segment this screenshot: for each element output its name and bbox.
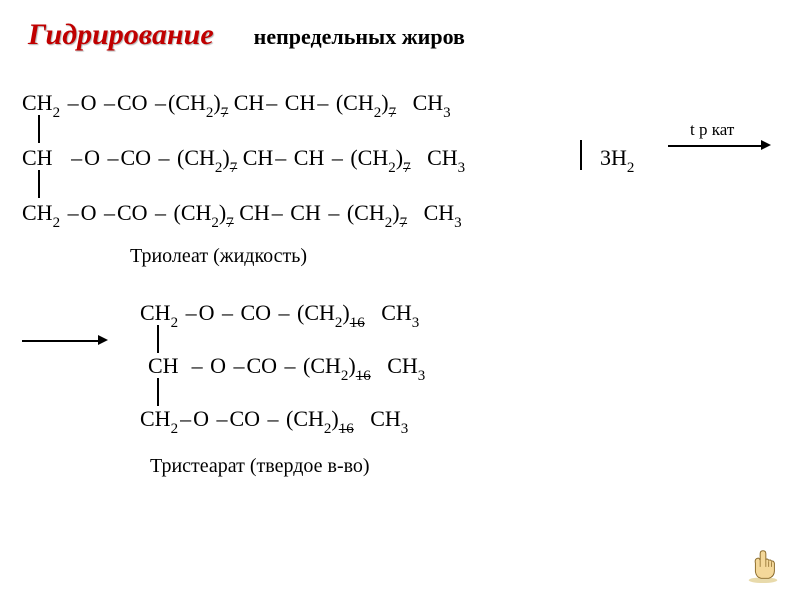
reactant-line-2: CH –O –CO – (CH2)7 CH– CH – (CH2)7 CH3 xyxy=(22,145,465,175)
bond-vertical xyxy=(157,325,159,353)
reaction-arrow xyxy=(668,145,763,147)
hydrogen-reagent: 3H2 xyxy=(600,145,634,175)
product-line-2: CH – O –CO – (CH2)16 CH3 xyxy=(148,353,425,383)
arrow-head-icon xyxy=(761,140,771,150)
product-line-1: CH2 –O – CO – (CH2)16 CH3 xyxy=(140,300,419,330)
reaction-conditions: t p кат xyxy=(690,120,734,140)
bond-vertical xyxy=(38,115,40,143)
product-arrow xyxy=(22,340,100,342)
plus-separator xyxy=(580,140,582,170)
bond-vertical xyxy=(38,170,40,198)
bond-vertical xyxy=(157,378,159,406)
product-name: Тристеарат (твердое в-во) xyxy=(150,455,370,478)
reactant-line-1: CH2 –O –CO –(CH2)7 CH– CH– (CH2)7 CH3 xyxy=(22,90,451,120)
reactant-line-3: CH2 –O –CO – (CH2)7 CH– CH – (CH2)7 CH3 xyxy=(22,200,462,230)
product-line-3: CH2–O –CO – (CH2)16 CH3 xyxy=(140,406,408,436)
heading-red: Гидрирование xyxy=(28,18,214,52)
heading-black: непредельных жиров xyxy=(254,24,465,50)
reactant-name: Триолеат (жидкость) xyxy=(130,245,307,268)
arrow-head-icon xyxy=(98,335,108,345)
hand-pointer-icon[interactable] xyxy=(744,546,782,584)
